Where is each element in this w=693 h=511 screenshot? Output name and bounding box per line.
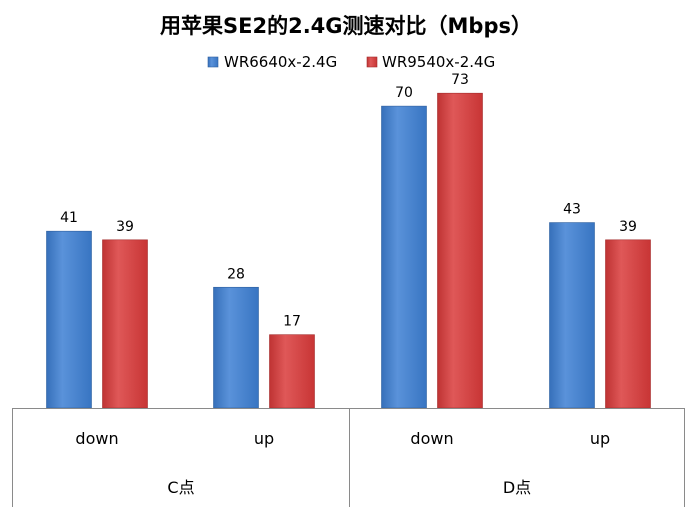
bar [381,105,427,409]
data-label: 39 [116,219,134,235]
data-label: 39 [619,219,637,235]
x-tick-label: up [254,429,274,448]
x-group-label: C点 [167,478,194,497]
bar [102,239,148,409]
data-label: 28 [227,266,245,282]
data-label: 17 [283,314,301,330]
bar [46,230,92,409]
bar [605,239,651,409]
bar [549,222,595,409]
bar [437,92,483,409]
bar [269,334,315,409]
legend-item: WR9540x-2.4G [366,53,495,71]
data-labels-layer: 41 39 28 17 70 73 43 39 [60,72,637,330]
legend-item: WR6640x-2.4G [207,53,337,71]
x-tick-label: down [75,429,118,448]
bars-layer [46,92,651,409]
bar [213,286,259,409]
legend-label: WR9540x-2.4G [382,53,495,71]
data-label: 41 [60,210,78,226]
data-label: 73 [451,72,469,88]
x-group-label: D点 [503,478,531,497]
x-tick-label: up [590,429,610,448]
legend-swatch [366,56,378,68]
category-axis: down up down up C点 D点 [12,408,685,507]
chart-title: 用苹果SE2的2.4G测速对比（Mbps） [160,14,532,38]
legend: WR6640x-2.4G WR9540x-2.4G [207,53,495,71]
data-label: 70 [395,85,413,101]
data-label: 43 [563,202,581,218]
legend-swatch [207,56,219,68]
x-tick-label: down [410,429,453,448]
legend-label: WR6640x-2.4G [224,53,337,71]
